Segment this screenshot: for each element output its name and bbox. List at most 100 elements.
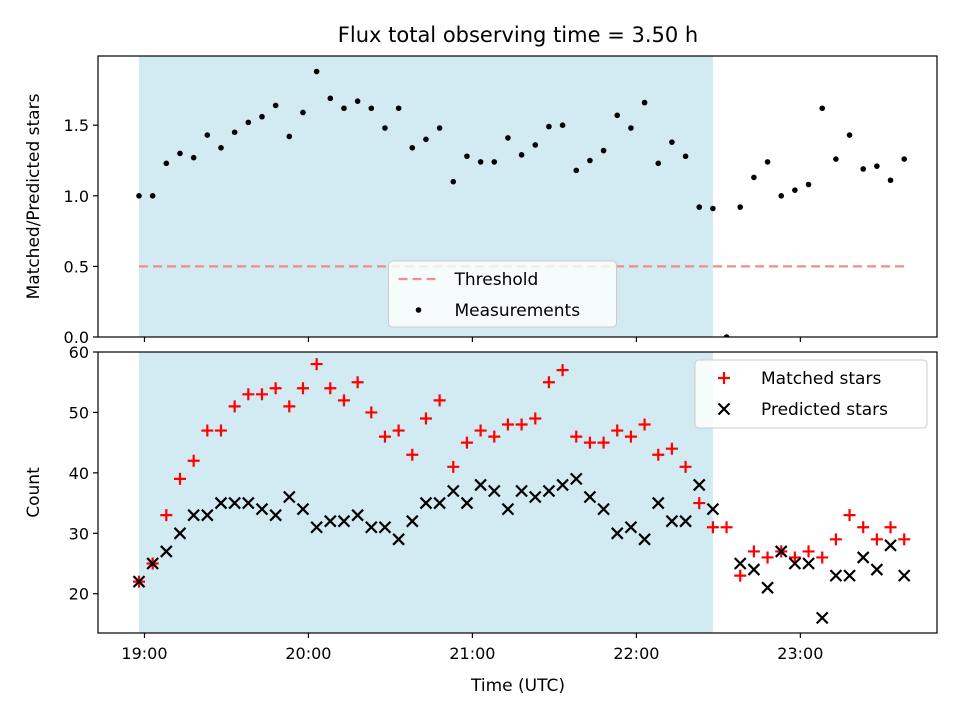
predicted-stars-point: [706, 502, 720, 516]
x-tick-label: 23:00: [777, 644, 823, 663]
matched-stars-point: [898, 533, 911, 546]
predicted-stars-point: [146, 557, 159, 570]
matched-stars-point: [679, 460, 692, 473]
matched-stars-point: [419, 412, 432, 425]
predicted-stars-point: [187, 508, 200, 522]
matched-stars-point: [310, 358, 323, 371]
matched-stars-point: [365, 406, 378, 419]
predicted-stars-point: [296, 502, 310, 516]
predicted-stars-point: [679, 514, 692, 528]
predicted-stars-point: [460, 496, 474, 510]
predicted-stars-point: [269, 508, 282, 522]
matched-stars-point: [583, 436, 596, 449]
matched-stars-point: [597, 436, 610, 449]
matched-stars-point: [201, 424, 214, 437]
measurement-point: [300, 109, 306, 116]
predicted-stars-point: [501, 502, 515, 516]
y-tick-label: 1.5: [64, 116, 89, 135]
measurement-point: [477, 159, 484, 165]
predicted-stars-point: [597, 502, 610, 516]
measurement-point: [819, 105, 826, 112]
matched-stars-point: [160, 509, 173, 522]
matched-stars-point: [474, 424, 487, 437]
matched-stars-point: [337, 394, 350, 407]
measurement-point: [505, 135, 511, 141]
measurement-point: [655, 160, 662, 167]
matched-stars-point: [788, 551, 801, 564]
matched-stars-point: [556, 364, 569, 377]
matched-stars-point: [747, 545, 760, 558]
matched-stars-point: [570, 430, 583, 443]
predicted-stars-point: [214, 496, 228, 510]
matched-stars-point: [542, 376, 555, 389]
predicted-stars-point: [324, 514, 337, 528]
axes-frame: [97, 351, 938, 634]
figure-title: Flux total observing time = 3.50 h: [338, 23, 698, 47]
measurement-point: [177, 150, 183, 157]
measurement-point: [491, 159, 498, 165]
matched-stars-point: [255, 388, 268, 401]
predicted-stars-point: [160, 545, 173, 558]
predicted-stars-point: [843, 569, 856, 582]
legend-predicted-marker: [717, 402, 731, 416]
measurement-point: [573, 167, 580, 174]
matched-stars-point: [761, 551, 774, 564]
matched-stars-point: [488, 430, 501, 443]
predicted-stars-point: [556, 478, 569, 492]
predicted-stars-point: [528, 490, 542, 504]
predicted-stars-point: [132, 575, 146, 588]
matched-stars-point: [447, 460, 460, 473]
data-points: [132, 358, 911, 625]
x-tick-label: 19:00: [121, 644, 167, 663]
measurement-point: [778, 192, 785, 199]
measurement-point: [136, 192, 142, 199]
predicted-stars-point: [406, 514, 419, 528]
predicted-stars-point: [542, 484, 556, 498]
y-axis-label: Matched/Predicted stars: [24, 93, 44, 299]
predicted-stars-point: [897, 569, 911, 582]
measurement-point: [204, 132, 211, 138]
matched-stars-point: [214, 424, 227, 437]
matched-stars-point: [283, 400, 296, 413]
predicted-stars-point: [378, 520, 392, 534]
measurement-point: [641, 99, 648, 106]
matched-stars-point: [706, 521, 719, 534]
measurement-point: [354, 98, 361, 104]
measurement-point: [792, 187, 798, 193]
measurement-point: [436, 125, 443, 131]
measurement-point: [860, 166, 867, 172]
x-axis-label: Time (UTC): [470, 676, 565, 696]
measurement-point: [423, 136, 429, 143]
matched-stars-point: [501, 418, 514, 431]
predicted-stars-point: [802, 557, 815, 570]
measurement-point: [286, 133, 293, 140]
legend-matched-marker: [718, 372, 730, 384]
measurement-point: [805, 181, 812, 188]
predicted-stars-point: [228, 496, 241, 510]
predicted-stars-point: [856, 551, 870, 564]
predicted-stars-point: [638, 533, 651, 546]
predicted-stars-point: [255, 502, 269, 516]
measurement-point: [669, 139, 675, 145]
matched-stars-point: [173, 472, 186, 485]
predicted-stars-point: [761, 581, 774, 594]
measurement-point: [272, 102, 279, 109]
measurement-point: [833, 156, 839, 162]
y-tick-label: 40: [69, 464, 89, 483]
matched-stars-point: [816, 551, 829, 564]
measurement-point: [395, 105, 402, 112]
measurement-point: [518, 152, 525, 158]
measurement-point: [600, 147, 607, 154]
predicted-stars-point: [351, 508, 364, 522]
predicted-stars-point: [419, 496, 433, 510]
predicted-stars-point: [283, 490, 296, 504]
measurement-point: [218, 144, 224, 151]
measurement-point: [696, 204, 703, 210]
legend-measurement-marker: [415, 307, 422, 313]
predicted-stars-point: [747, 563, 761, 576]
predicted-stars-point: [884, 539, 897, 552]
measurement-point: [710, 205, 716, 212]
matched-stars-point: [857, 521, 870, 534]
measurement-point: [190, 154, 197, 161]
matched-stars-point: [351, 376, 364, 389]
